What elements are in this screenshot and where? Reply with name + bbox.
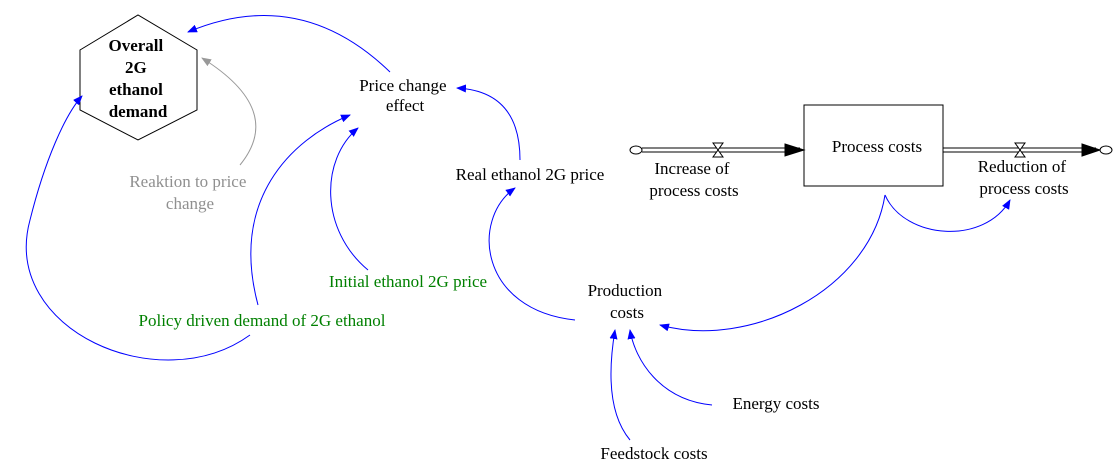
node-label: Process costs — [832, 137, 922, 156]
node-label: Increase of process costs — [649, 159, 738, 200]
stock-box — [803, 104, 944, 187]
node-label: Feedstock costs — [600, 444, 707, 463]
node-label: Reduction of process costs — [978, 157, 1071, 198]
link — [456, 84, 521, 161]
link — [627, 329, 713, 406]
link — [250, 114, 351, 306]
node-label: Energy costs — [732, 394, 819, 413]
flow-out — [943, 142, 1113, 158]
link — [884, 194, 1011, 232]
link — [488, 187, 576, 321]
link — [201, 57, 257, 166]
link — [25, 95, 251, 361]
node-label: Reaktion to price change — [129, 172, 250, 213]
link — [187, 15, 391, 73]
node-label: Real ethanol 2G price — [456, 165, 605, 184]
node-label: Overall 2G ethanol demand — [108, 36, 167, 121]
node-label: Initial ethanol 2G price — [329, 272, 487, 291]
link — [330, 127, 369, 271]
node-label: Price change effect — [359, 76, 451, 115]
hexagon — [79, 14, 198, 141]
flow-in — [629, 142, 806, 158]
node-label: Policy driven demand of 2G ethanol — [139, 311, 386, 330]
link — [609, 329, 631, 441]
link — [659, 194, 886, 332]
node-label: Production costs — [588, 281, 667, 322]
